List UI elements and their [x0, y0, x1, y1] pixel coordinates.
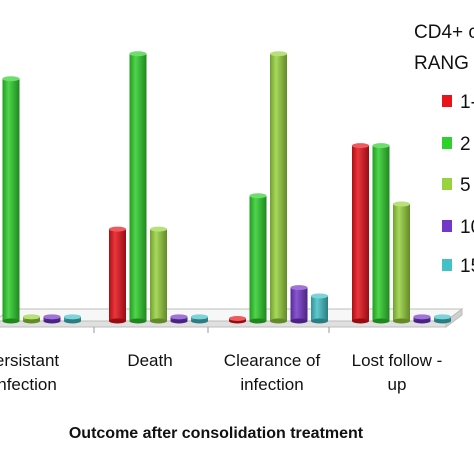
x-tick-labels: ersistant nfection Death Clearance of infect… — [0, 351, 442, 394]
x-tick-label: up — [388, 375, 407, 394]
x-tick-label: nfection — [0, 375, 57, 394]
bar — [109, 226, 126, 324]
x-tick-label: ersistant — [0, 351, 59, 370]
bar — [270, 51, 287, 324]
legend-swatch — [442, 220, 452, 232]
legend-swatch — [442, 95, 452, 107]
bar — [229, 315, 246, 324]
bar — [372, 143, 390, 324]
x-tick-label: infection — [240, 375, 303, 394]
bar — [23, 314, 40, 324]
bar — [413, 314, 431, 324]
bars-group — [2, 51, 451, 324]
legend-label: 1- — [460, 92, 474, 113]
legend-label: 10 — [460, 217, 474, 238]
bar — [352, 143, 369, 324]
legend-label: 2 — [460, 134, 471, 155]
bar — [170, 314, 188, 324]
legend-swatch — [442, 137, 452, 149]
bar — [311, 293, 328, 324]
bar — [393, 201, 410, 324]
bar — [129, 51, 147, 324]
legend: CD4+ c RANG 1- 2 5 10 15 — [414, 22, 474, 277]
bar — [64, 314, 81, 324]
legend-label: 15 — [460, 256, 474, 277]
x-tick-label: Death — [127, 351, 172, 370]
floor-side-edge — [445, 308, 463, 328]
x-tick-label: Clearance of — [224, 351, 321, 370]
legend-title: RANG — [414, 53, 469, 74]
bar — [43, 314, 61, 324]
bar — [249, 193, 267, 324]
bar — [434, 314, 451, 324]
x-axis-label: Outcome after consolidation treatment — [69, 425, 364, 442]
bar — [150, 226, 167, 324]
legend-swatch — [442, 178, 452, 190]
legend-label: 5 — [460, 175, 471, 196]
x-tick-label: Lost follow - — [352, 351, 443, 370]
bar — [290, 285, 308, 324]
bar — [191, 314, 208, 324]
bar — [2, 76, 20, 324]
legend-swatch — [442, 259, 452, 271]
legend-title: CD4+ c — [414, 22, 474, 43]
